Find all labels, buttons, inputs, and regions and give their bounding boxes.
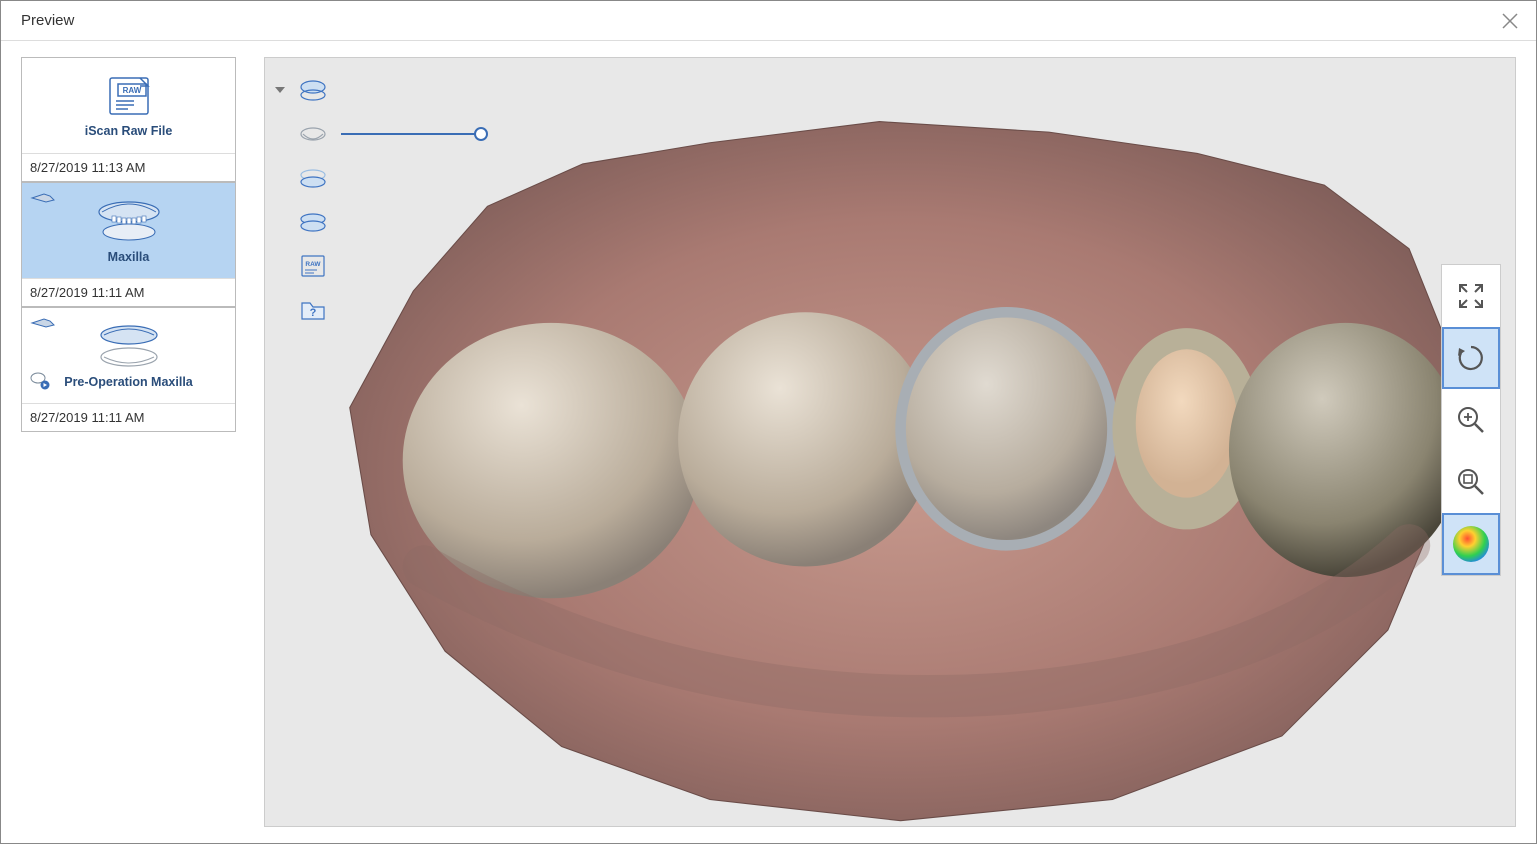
card-label: iScan Raw File (85, 124, 173, 138)
rotate-icon (1455, 342, 1487, 374)
zoom-icon (1455, 404, 1487, 436)
sidebar-card-preop-maxilla[interactable]: Pre-Operation Maxilla 8/27/2019 11:11 AM (21, 307, 236, 432)
slider-thumb[interactable] (474, 127, 488, 141)
color-map-button[interactable] (1442, 513, 1500, 575)
svg-text:RAW: RAW (305, 261, 321, 268)
layer-outline-1-button[interactable] (297, 162, 329, 194)
content-area: RAW iScan Raw File 8/27/2019 11:13 AM (1, 41, 1536, 843)
window-title: Preview (21, 12, 74, 29)
sidebar-card-raw[interactable]: RAW iScan Raw File 8/27/2019 11:13 AM (21, 57, 236, 182)
slider-track (341, 133, 481, 135)
scanner-icon (30, 316, 56, 335)
opacity-slider[interactable] (341, 133, 481, 135)
help-folder-icon: ? (299, 297, 327, 323)
svg-text:RAW: RAW (122, 86, 141, 95)
zoom-button[interactable] (1442, 389, 1500, 451)
collapse-toggle-icon[interactable] (275, 87, 285, 93)
view-toolstrip (1441, 264, 1501, 576)
zoom-region-icon (1455, 466, 1487, 498)
close-button[interactable] (1500, 11, 1520, 31)
help-layer-button[interactable]: ? (297, 294, 329, 326)
layer-maxilla-bottom-button[interactable] (297, 118, 329, 150)
zoom-region-button[interactable] (1442, 451, 1500, 513)
arch-outline-icon (299, 167, 327, 189)
layer-maxilla-top-button[interactable] (297, 74, 329, 106)
sidebar: RAW iScan Raw File 8/27/2019 11:13 AM (21, 57, 236, 827)
close-icon (1500, 11, 1520, 31)
card-body: Maxilla (22, 183, 235, 278)
fullscreen-button[interactable] (1442, 265, 1500, 327)
sidebar-card-maxilla[interactable]: Maxilla 8/27/2019 11:11 AM (21, 182, 236, 307)
card-timestamp: 8/27/2019 11:13 AM (22, 153, 235, 181)
svg-text:?: ? (310, 307, 317, 319)
fullscreen-icon (1456, 281, 1486, 311)
raw-layer-button[interactable]: RAW (297, 250, 329, 282)
titlebar: Preview (1, 1, 1536, 41)
card-body: Pre-Operation Maxilla (22, 308, 235, 403)
scanner-icon (30, 191, 56, 210)
color-map-icon (1453, 526, 1489, 562)
layer-outline-2-button[interactable] (297, 206, 329, 238)
card-timestamp: 8/27/2019 11:11 AM (22, 278, 235, 306)
layer-toolstrip: RAW ? (275, 68, 477, 332)
card-body: RAW iScan Raw File (22, 58, 235, 153)
arch-top-icon (299, 78, 327, 102)
arch-outline-2-icon (299, 211, 327, 233)
arch-bottom-icon (299, 124, 327, 144)
raw-doc-icon: RAW (104, 74, 154, 118)
rotate-button[interactable] (1442, 327, 1500, 389)
preview-window: Preview RAW (0, 0, 1537, 844)
card-timestamp: 8/27/2019 11:11 AM (22, 403, 235, 431)
card-label: Pre-Operation Maxilla (64, 375, 193, 389)
maxilla-arch-icon (94, 198, 164, 244)
timer-play-icon (30, 370, 50, 395)
card-label: Maxilla (108, 250, 150, 264)
viewport[interactable]: RAW ? (264, 57, 1516, 827)
both-arch-icon (94, 323, 164, 369)
raw-small-icon: RAW (299, 253, 327, 279)
